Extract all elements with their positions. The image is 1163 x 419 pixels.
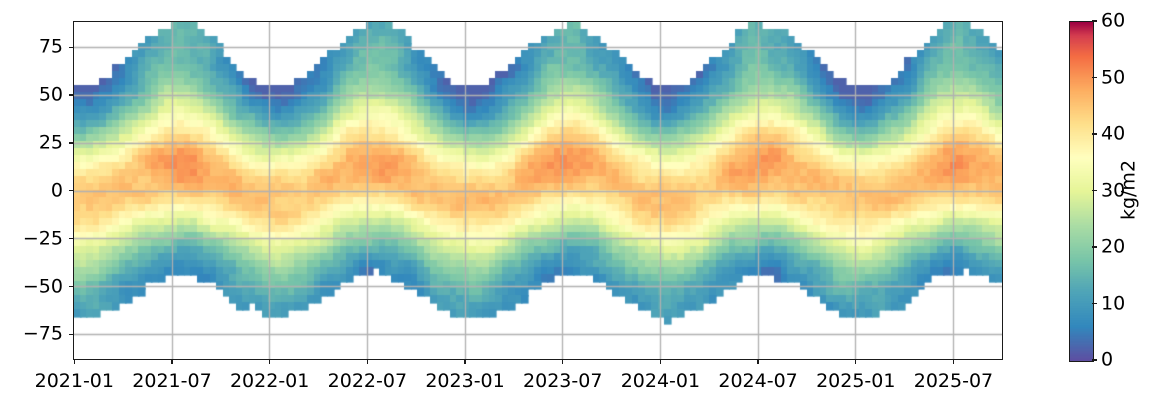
- x-tick-label-2024-07: 2024-07: [718, 370, 798, 392]
- y-tick-50: [69, 94, 73, 96]
- y-tick-label--25: −25: [22, 227, 63, 250]
- y-tick--25: [69, 238, 73, 240]
- colorbar-tick-label-50: 50: [1101, 66, 1126, 88]
- colorbar-gradient: [1069, 21, 1094, 362]
- x-tick-label-2022-07: 2022-07: [327, 370, 408, 392]
- x-tick-label-2022-01: 2022-01: [229, 370, 310, 392]
- x-tick-label-2025-01: 2025-01: [816, 370, 896, 392]
- colorbar-tick-label-0: 0: [1101, 348, 1114, 371]
- y-tick-label--50: −50: [22, 275, 63, 298]
- x-tick-label-2024-01: 2024-01: [620, 370, 701, 392]
- colorbar-tick-0: [1092, 359, 1097, 361]
- colorbar-tick-label-10: 10: [1101, 292, 1126, 314]
- y-tick-25: [69, 142, 73, 144]
- y-tick-75: [69, 46, 73, 48]
- heatmap-image: [74, 22, 1002, 359]
- x-tick-2024-01: [659, 360, 662, 364]
- x-tick-2025-01: [855, 360, 857, 364]
- colorbar-tick-10: [1092, 302, 1097, 305]
- colorbar-tick-50: [1092, 76, 1097, 79]
- colorbar-tick-40: [1092, 133, 1097, 135]
- y-tick-0: [69, 190, 73, 192]
- x-tick-2022-07: [366, 360, 368, 364]
- x-tick-label-2021-01: 2021-01: [34, 370, 114, 392]
- colorbar-tick-30: [1092, 189, 1097, 192]
- y-tick-label-50: 50: [38, 83, 63, 106]
- colorbar-tick-20: [1092, 246, 1097, 248]
- x-tick-2022-01: [269, 360, 271, 364]
- colorbar-tick-label-30: 30: [1101, 179, 1126, 201]
- x-tick-2021-01: [73, 360, 75, 364]
- y-tick-label-75: 75: [38, 35, 63, 58]
- x-tick-2024-07: [757, 360, 759, 364]
- x-tick-label-2025-07: 2025-07: [913, 370, 994, 392]
- x-tick-label-2023-01: 2023-01: [425, 370, 505, 392]
- x-tick-label-2021-07: 2021-07: [132, 370, 212, 392]
- y-tick-label-25: 25: [38, 131, 63, 154]
- colorbar-tick-label-40: 40: [1101, 122, 1126, 145]
- x-tick-label-2023-07: 2023-07: [523, 370, 603, 392]
- colorbar: [1069, 21, 1094, 362]
- colorbar-label: kg/m2: [1117, 159, 1140, 221]
- x-tick-2023-01: [464, 360, 466, 364]
- y-tick-label-0: 0: [50, 179, 63, 202]
- y-tick-label--75: −75: [22, 322, 63, 345]
- colorbar-tick-label-20: 20: [1101, 235, 1126, 258]
- colorbar-tick-label-60: 60: [1101, 9, 1126, 32]
- colorbar-tick-60: [1092, 20, 1097, 22]
- x-tick-2021-07: [171, 360, 173, 364]
- y-tick--75: [69, 333, 73, 336]
- x-tick-2023-07: [562, 360, 564, 364]
- heatmap-axes: [73, 21, 1003, 360]
- x-tick-2025-07: [952, 360, 955, 364]
- y-tick--50: [69, 285, 73, 288]
